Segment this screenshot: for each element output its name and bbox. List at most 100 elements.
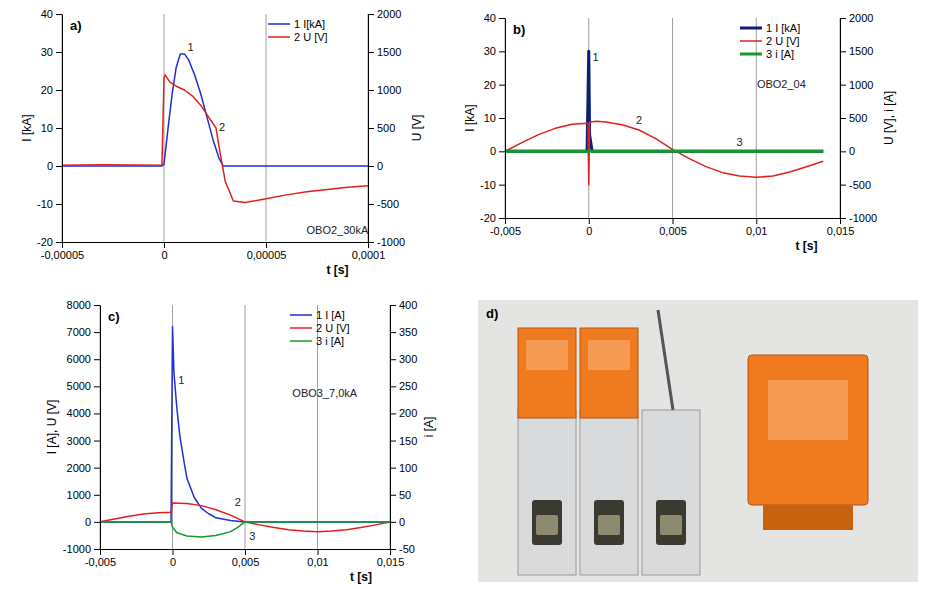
tick: 1000 bbox=[67, 489, 100, 501]
tick-label: 0,01 bbox=[307, 556, 328, 568]
tick-mark bbox=[840, 18, 846, 19]
legend-label: 2 U [V] bbox=[316, 322, 350, 334]
tick: -10 bbox=[480, 179, 505, 191]
series-line bbox=[505, 51, 823, 151]
tick-mark bbox=[390, 495, 396, 496]
tick: 400 bbox=[390, 299, 417, 311]
tick: 4000 bbox=[67, 407, 100, 419]
grid-line bbox=[756, 18, 757, 218]
tick: 300 bbox=[390, 353, 417, 365]
tick-mark bbox=[56, 204, 62, 205]
tick-mark bbox=[56, 166, 62, 167]
tick-label: 250 bbox=[399, 380, 417, 392]
tick: 0 bbox=[840, 145, 855, 157]
tick: -500 bbox=[840, 179, 871, 191]
tick-mark bbox=[499, 51, 505, 52]
tick-label: 0,005 bbox=[659, 225, 687, 237]
tick-label: 2000 bbox=[849, 12, 873, 24]
tick-label: -50 bbox=[399, 543, 415, 555]
axis-title: t [s] bbox=[350, 570, 372, 584]
plot-area bbox=[100, 327, 390, 537]
tick: 0,01 bbox=[746, 218, 767, 237]
breaker-lever bbox=[598, 515, 620, 535]
tick: 350 bbox=[390, 326, 417, 338]
tick-label: -1000 bbox=[63, 543, 91, 555]
panel: -0,00500,0050,010,015-20-10010203040-100… bbox=[463, 12, 897, 253]
tick-label: 1500 bbox=[377, 46, 401, 58]
annotation: 2 bbox=[235, 496, 241, 508]
tick-mark bbox=[62, 242, 63, 248]
plot-area bbox=[505, 51, 823, 184]
tick: 1500 bbox=[840, 45, 873, 57]
breaker bbox=[642, 410, 700, 575]
photo: d) bbox=[478, 300, 918, 582]
tick: -50 bbox=[390, 543, 415, 555]
tick-mark bbox=[840, 51, 846, 52]
x-axis: -0,00500,0050,010,015 bbox=[85, 549, 404, 568]
legend-swatch bbox=[740, 53, 762, 56]
tick-mark bbox=[390, 441, 396, 442]
tick: 30 bbox=[484, 45, 505, 57]
breaker-switch bbox=[532, 500, 562, 545]
tick-label: 1500 bbox=[849, 45, 873, 57]
tick-label: 7000 bbox=[67, 326, 91, 338]
tick: 1500 bbox=[368, 46, 401, 58]
grid-line bbox=[672, 18, 673, 218]
tick-label: -1000 bbox=[377, 236, 405, 248]
tick-label: 6000 bbox=[67, 353, 91, 365]
axis-line bbox=[390, 306, 391, 550]
y2-axis: -1000-5000500100015002000 bbox=[368, 8, 405, 248]
tick-label: 0,0001 bbox=[352, 249, 386, 261]
series-line bbox=[100, 522, 390, 537]
tick-label: 150 bbox=[399, 435, 417, 447]
panel-title: b) bbox=[513, 22, 525, 37]
tick-mark bbox=[94, 468, 100, 469]
tick-label: 500 bbox=[849, 112, 867, 124]
tick-label: 1000 bbox=[849, 79, 873, 91]
tick: 200 bbox=[390, 407, 417, 419]
series-line bbox=[62, 75, 368, 203]
tick-label: 0 bbox=[586, 225, 592, 237]
axis-line bbox=[62, 15, 63, 243]
tick: 1000 bbox=[840, 79, 873, 91]
tick-label: 0 bbox=[170, 556, 176, 568]
tick: 0 bbox=[586, 218, 592, 237]
annotation: 1 bbox=[178, 374, 184, 386]
tick-mark bbox=[390, 332, 396, 333]
tick-mark bbox=[840, 218, 846, 219]
tick-mark bbox=[94, 549, 100, 550]
tick: -1000 bbox=[368, 236, 405, 248]
axis-title: I [kA] bbox=[463, 104, 477, 131]
spd-label-area bbox=[526, 340, 568, 370]
tick-label: -1000 bbox=[849, 212, 877, 224]
tick-mark bbox=[164, 242, 165, 248]
tick: -1000 bbox=[840, 212, 877, 224]
axis-line bbox=[63, 242, 369, 243]
tick-label: 10 bbox=[41, 122, 53, 134]
tick: 0,01 bbox=[307, 549, 328, 568]
tick: -10 bbox=[37, 198, 62, 210]
tick-mark bbox=[56, 128, 62, 129]
tick-label: 30 bbox=[41, 46, 53, 58]
tick: 20 bbox=[484, 79, 505, 91]
tick-mark bbox=[368, 242, 374, 243]
annotation: 2 bbox=[636, 114, 642, 126]
tick: 10 bbox=[484, 112, 505, 124]
tick-mark bbox=[94, 359, 100, 360]
legend-swatch bbox=[268, 36, 290, 38]
tick: 7000 bbox=[67, 326, 100, 338]
tick: 500 bbox=[840, 112, 867, 124]
axis-title: I [A], U [V] bbox=[45, 400, 59, 455]
series-line bbox=[62, 54, 368, 166]
tick: -20 bbox=[37, 236, 62, 248]
legend: 1 I [kA]2 U [V]3 i [A] bbox=[740, 22, 800, 60]
tick-label: 0 bbox=[85, 516, 91, 528]
tick-label: 4000 bbox=[67, 407, 91, 419]
tick: 40 bbox=[484, 12, 505, 24]
tick: 3000 bbox=[67, 435, 100, 447]
tick: 5000 bbox=[67, 380, 100, 392]
tick-mark bbox=[173, 549, 174, 555]
annotation: 2 bbox=[219, 121, 225, 133]
tick-label: 0 bbox=[161, 249, 167, 261]
tick-mark bbox=[368, 204, 374, 205]
